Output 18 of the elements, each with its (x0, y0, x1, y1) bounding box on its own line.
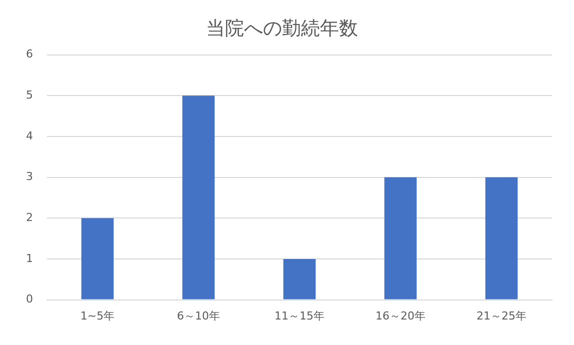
x-tick-label: 6～10年 (177, 309, 220, 322)
y-tick-label: 0 (26, 292, 33, 306)
x-tick-label: 21～25年 (476, 309, 526, 322)
y-tick-label: 4 (26, 129, 33, 142)
chart-title: 当院への勤続年数 (206, 17, 358, 40)
y-tick-label: 2 (26, 210, 33, 224)
bar (81, 218, 114, 300)
x-tick-label: 11～15年 (274, 309, 324, 322)
bar (182, 96, 215, 300)
bar (384, 177, 417, 300)
x-tick-label: 1~5年 (80, 309, 115, 322)
y-tick-label: 6 (26, 48, 33, 61)
y-tick-label: 1 (26, 252, 33, 265)
bar (283, 258, 316, 300)
y-tick-label: 3 (26, 170, 33, 184)
bar (485, 177, 518, 300)
y-tick-label: 5 (26, 88, 33, 102)
x-tick-label: 16～20年 (376, 309, 426, 322)
